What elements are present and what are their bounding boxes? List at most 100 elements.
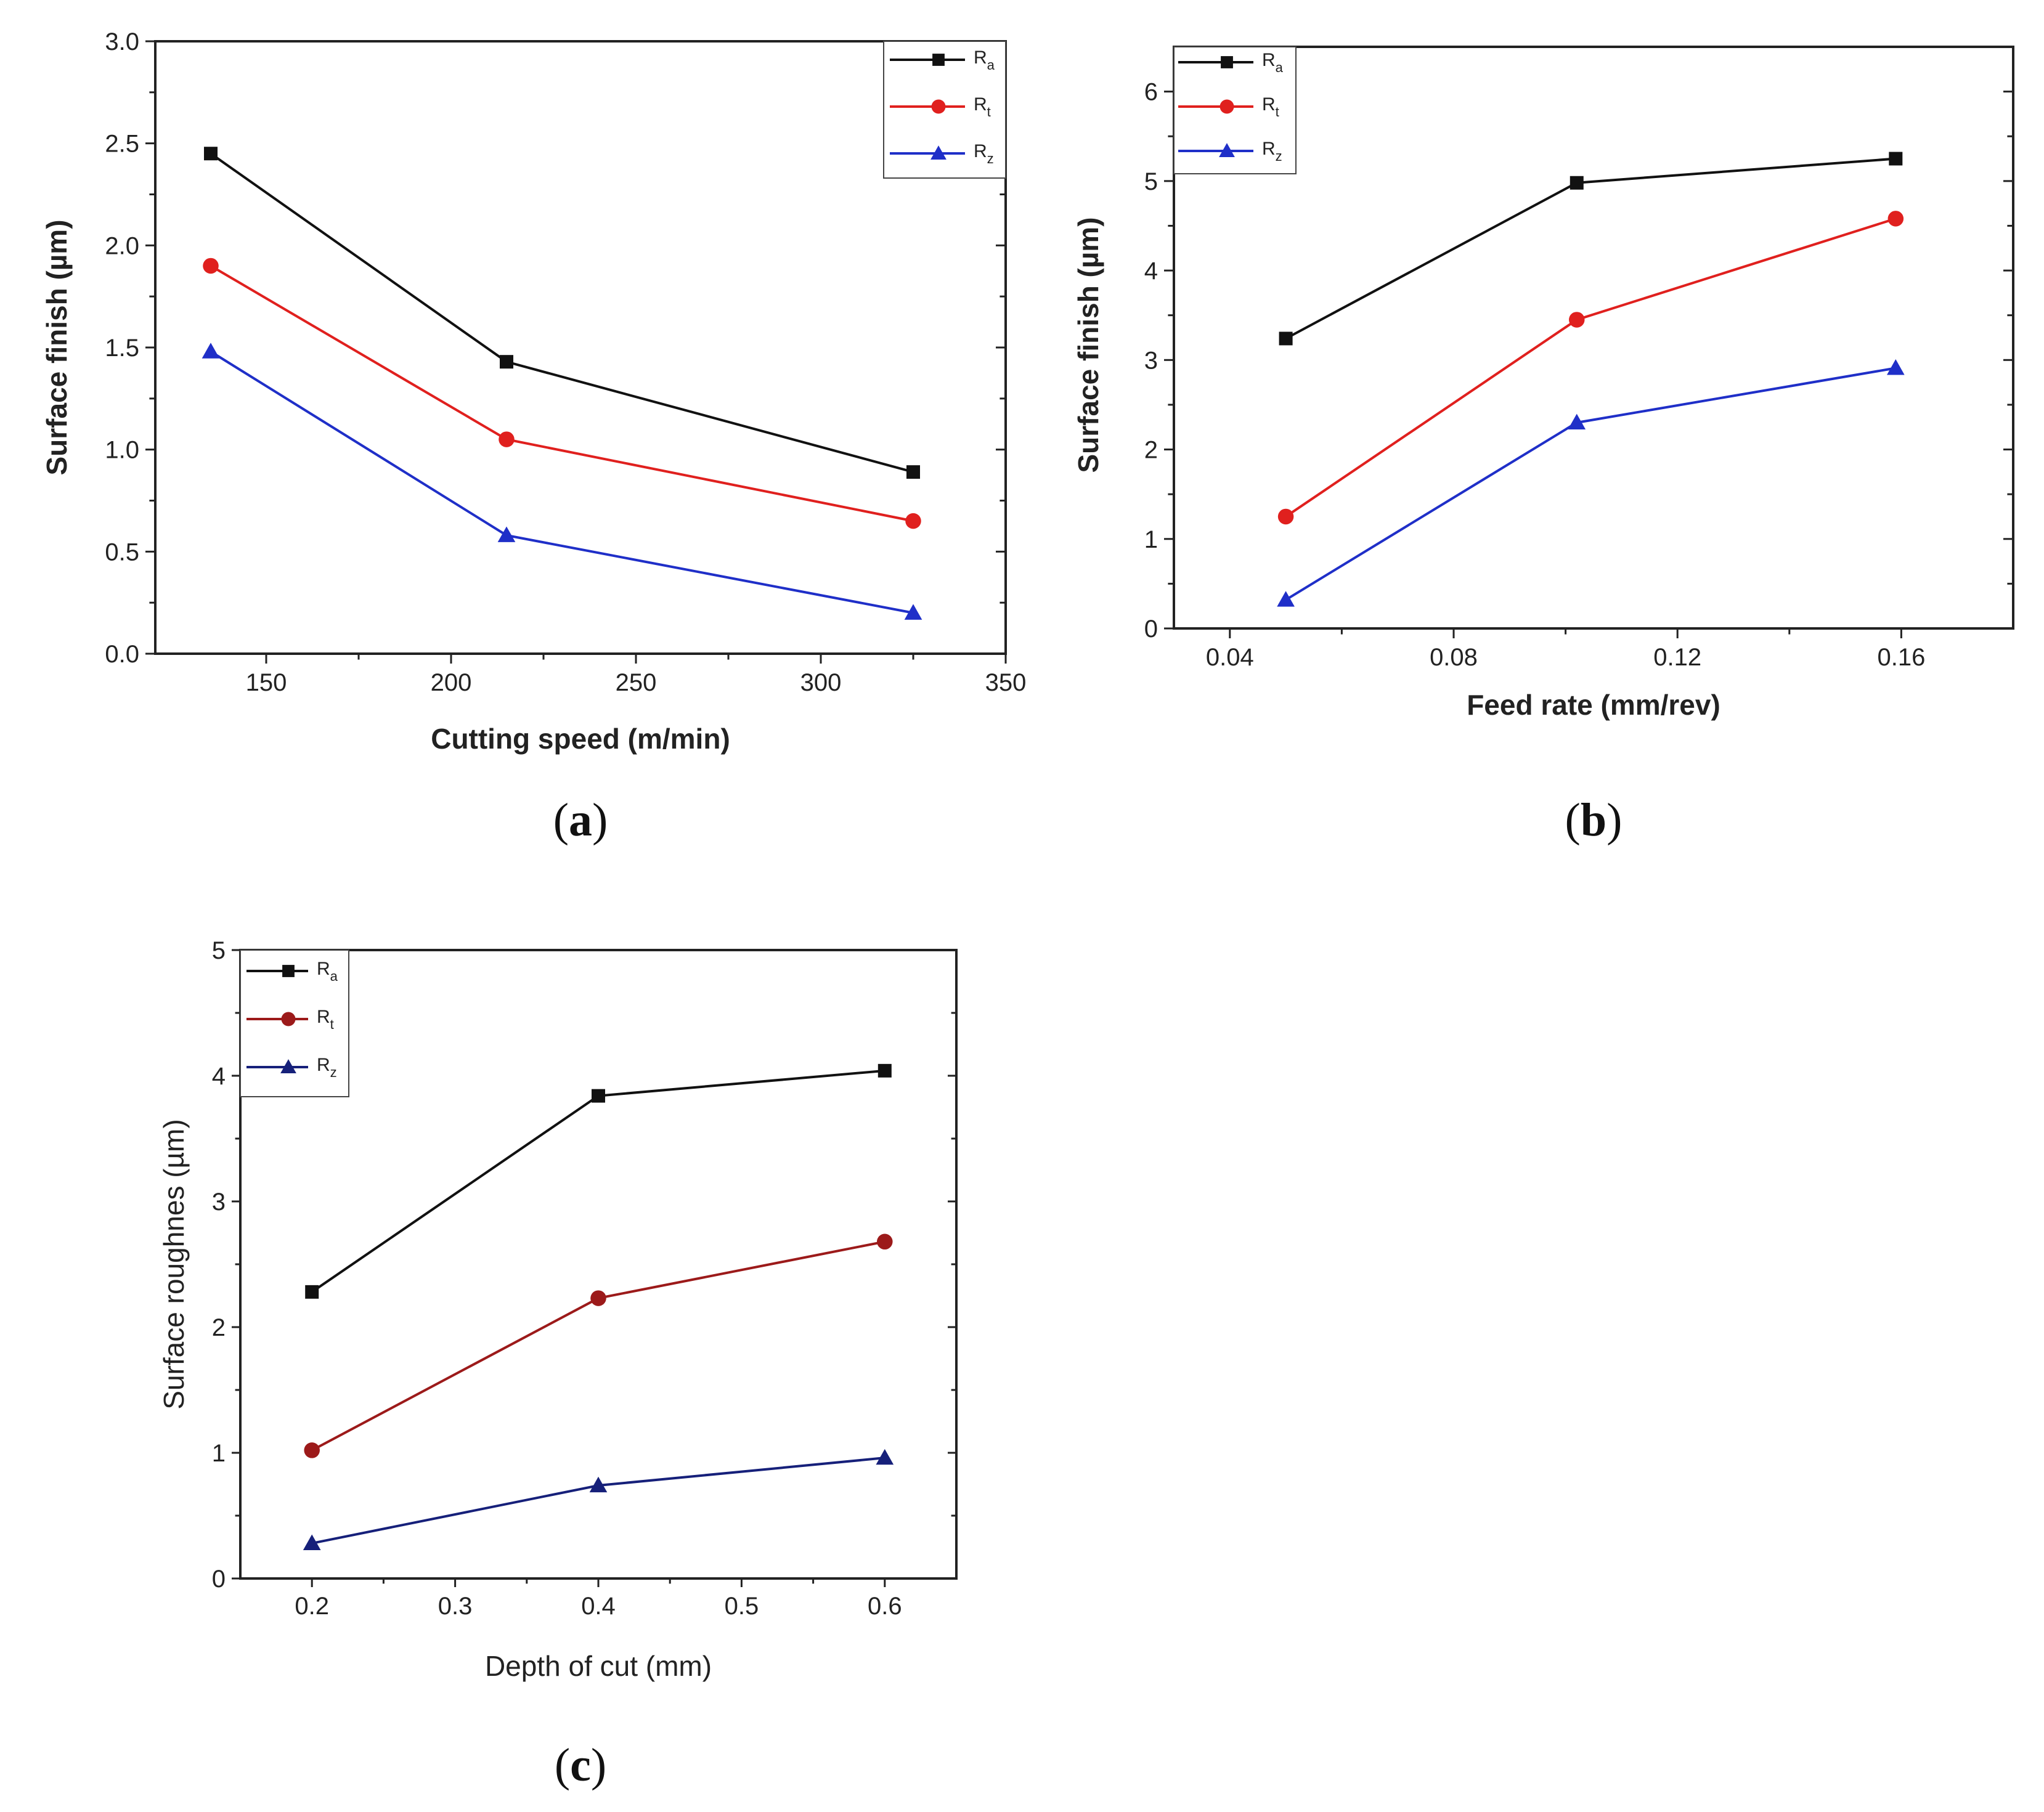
panel-b: 0.04 0.08 0.12 0.16 0 1 2 3 4 5 6 Ra Rt Rz Feed rate… (1072, 46, 2014, 846)
series-line-Rz (210, 350, 914, 614)
y-tick-label: 3.0 (105, 28, 139, 55)
y-tick-label: 3 (1144, 347, 1158, 374)
x-tick-label: 200 (431, 669, 472, 696)
data-point-Rt (590, 1290, 606, 1306)
y-tick-label: 1 (212, 1440, 226, 1467)
data-point-Rt (203, 258, 219, 274)
legend-label-Ra: Ra (974, 47, 995, 73)
y-tick-label: 5 (212, 937, 226, 964)
series-line-Rz (1285, 367, 1896, 601)
panel-c: 0.2 0.3 0.4 0.5 0.6 0 1 2 3 4 5 Ra Rt Rz Depth of cu… (158, 937, 958, 1791)
legend-marker-Rz (280, 1059, 296, 1073)
data-point-Rt (499, 431, 515, 447)
y-tick-label: 4 (1144, 258, 1158, 285)
plot-frame-a (154, 40, 1007, 655)
legend-marker-Rt (281, 1012, 296, 1026)
y-axis-title-a: Surface finish (µm) (41, 219, 73, 475)
y-tick-label: 0.0 (105, 641, 139, 668)
y-tick-label: 2 (1144, 437, 1158, 464)
y-tick-label: 1 (1144, 526, 1158, 553)
data-point-Ra (906, 465, 920, 479)
x-tick-label: 0.3 (438, 1593, 473, 1620)
data-point-Rt (1569, 312, 1585, 328)
y-tick-label: 3 (212, 1188, 226, 1216)
panel-label-b: (b) (1565, 794, 1623, 846)
y-tick-label: 2.5 (105, 131, 139, 158)
data-point-Rz (1886, 359, 1905, 375)
plot-frame-b (1173, 46, 2014, 630)
axes-a: 150 200 250 300 350 0.0 0.5 1.0 1.5 2.0 2.5 3.0 (105, 28, 1026, 696)
legend-b: Ra Rt Rz (1173, 46, 1297, 174)
data-point-Ra (592, 1089, 605, 1103)
data-point-Rz (904, 604, 922, 620)
data-point-Rt (877, 1233, 893, 1250)
y-tick-label: 4 (212, 1063, 226, 1090)
data-point-Ra (1889, 152, 1903, 166)
x-tick-label: 150 (246, 669, 287, 696)
y-tick-label: 6 (1144, 79, 1158, 106)
series-group-a (202, 147, 922, 620)
data-point-Rz (1277, 591, 1295, 607)
legend-label-Rt: Rt (317, 1007, 334, 1032)
data-point-Ra (204, 147, 218, 161)
data-point-Ra (1570, 176, 1584, 190)
x-tick-label: 0.5 (725, 1593, 759, 1620)
series-line-Rt (210, 264, 914, 522)
y-tick-label: 1.0 (105, 437, 139, 464)
x-tick-label: 0.16 (1877, 644, 1925, 671)
series-line-Rt (311, 1240, 886, 1452)
legend-label-Rt: Rt (1262, 94, 1279, 120)
legend-marker-Ra (282, 965, 295, 977)
legend-a: Ra Rt Rz (883, 41, 1006, 179)
series-line-Ra (210, 152, 914, 474)
legend-label-Rz: Rz (317, 1055, 337, 1080)
x-axis-title-c: Depth of cut (mm) (485, 1650, 712, 1682)
data-point-Rz (876, 1448, 894, 1465)
data-point-Ra (500, 355, 513, 369)
x-tick-label: 0.2 (295, 1593, 329, 1620)
legend-marker-Ra (1221, 56, 1233, 68)
data-point-Rt (1887, 211, 1904, 227)
legend-marker-Rz (930, 145, 947, 160)
y-tick-label: 0 (1144, 616, 1158, 643)
axes-c: 0.2 0.3 0.4 0.5 0.6 0 1 2 3 4 5 (212, 937, 956, 1620)
series-line-Rz (311, 1457, 885, 1545)
x-tick-label: 350 (985, 669, 1027, 696)
x-tick-label: 300 (800, 669, 842, 696)
data-point-Rz (1568, 413, 1586, 430)
data-point-Rt (905, 513, 921, 529)
y-tick-label: 5 (1144, 168, 1158, 195)
series-group-b (1277, 152, 1905, 607)
panel-label-a: (a) (553, 794, 608, 846)
data-point-Ra (877, 1063, 892, 1078)
data-point-Rt (304, 1442, 320, 1458)
data-point-Rz (497, 526, 516, 542)
y-tick-label: 1.5 (105, 335, 139, 362)
data-point-Rz (202, 343, 220, 359)
legend-label-Ra: Ra (317, 959, 338, 984)
x-tick-label: 0.08 (1430, 644, 1478, 671)
y-tick-label: 0.5 (105, 538, 139, 566)
data-point-Ra (305, 1285, 319, 1299)
legend-marker-Ra (932, 54, 945, 66)
x-axis-title-b: Feed rate (mm/rev) (1467, 689, 1720, 721)
legend-marker-Rt (1219, 99, 1234, 114)
legend-marker-Rz (1219, 143, 1235, 157)
y-tick-label: 2 (212, 1314, 226, 1341)
data-point-Rt (1277, 508, 1294, 525)
series-line-Rt (1285, 217, 1896, 518)
series-group-c (303, 1063, 894, 1550)
y-axis-title-b: Surface finish (µm) (1072, 217, 1104, 473)
x-tick-label: 0.4 (581, 1593, 616, 1620)
y-axis-title-c: Surface roughnes (µm) (158, 1119, 190, 1409)
legend-c: Ra Rt Rz (240, 949, 349, 1097)
axes-b: 0.04 0.08 0.12 0.16 0 1 2 3 4 5 6 (1144, 79, 2013, 671)
legend-label-Ra: Ra (1262, 50, 1284, 75)
x-tick-label: 0.12 (1653, 644, 1701, 671)
data-point-Rz (303, 1534, 321, 1550)
panel-label-c: (c) (555, 1739, 606, 1791)
y-tick-label: 0 (212, 1566, 226, 1593)
x-tick-label: 0.6 (868, 1593, 902, 1620)
